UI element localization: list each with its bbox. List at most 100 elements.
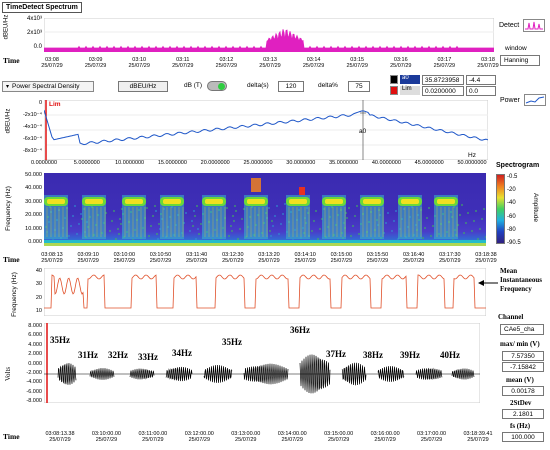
hz-label: 34Hz xyxy=(172,348,192,358)
mean-label: mean (V) xyxy=(506,376,534,384)
hz-label: 36Hz xyxy=(290,325,310,335)
colorbar xyxy=(496,174,505,244)
y-tick: 50.000 xyxy=(25,172,42,178)
app-title: TimeDetect Spectrum xyxy=(2,2,82,13)
psd-x-tick: 10.0000000 xyxy=(115,160,145,166)
fs-label: fs (Hz) xyxy=(510,422,531,430)
a0-swatch[interactable] xyxy=(390,75,398,84)
psd-x-tick: 45.0000000 xyxy=(414,160,444,166)
psd-x-tick: 35.0000000 xyxy=(329,160,359,166)
psd-x-tick: 20.0000000 xyxy=(200,160,230,166)
tick-date: 25/07/29 xyxy=(172,63,194,69)
tick-time: 03:15 xyxy=(350,57,365,63)
y-tick: 6.000 xyxy=(28,332,42,339)
tick-date: 25/07/29 xyxy=(302,63,325,69)
tick-date: 25/07/29 xyxy=(84,63,107,69)
tick-date: 25/07/29 xyxy=(235,437,257,443)
channel-select[interactable]: CAe5_cha xyxy=(500,324,544,335)
y-tick: 40.000 xyxy=(25,185,42,192)
tick-date: 25/07/29 xyxy=(467,437,489,443)
channel-label: Channel xyxy=(498,313,524,321)
db-toggle[interactable] xyxy=(207,81,227,91)
tick-time: 03:10:00 xyxy=(113,252,136,258)
spectrogram-ylabel: Frequency (Hz) xyxy=(4,186,12,231)
psd-selector[interactable]: ▾ Power Spectral Density xyxy=(2,81,94,92)
lim-cursor-button[interactable]: Lim xyxy=(400,86,420,95)
time-tick: 03:18:38 25/07/29 xyxy=(468,252,504,264)
tick-date: 25/07/29 xyxy=(185,258,208,264)
tick-time: 03:12:00.00 xyxy=(184,431,214,437)
time-tick: 03:11 25/07/29 xyxy=(165,57,201,69)
colorbar-tick: -20 xyxy=(507,187,516,194)
tick-time: 03:11 xyxy=(176,57,190,63)
tick-time: 03:11:40 xyxy=(186,252,208,258)
tick-date: 25/07/29 xyxy=(222,258,244,264)
deltas-input[interactable]: 120 xyxy=(278,81,304,92)
unit-display: dBEU/Hz xyxy=(118,81,168,92)
colorbar-tick: -60 xyxy=(507,213,516,220)
min-value: -7.15842 xyxy=(502,362,544,372)
tick-time: 03:09:10 xyxy=(77,252,99,258)
tick-time: 03:09 xyxy=(88,57,103,63)
lim-swatch[interactable] xyxy=(390,86,398,95)
tick-date: 25/07/29 xyxy=(259,63,281,69)
psd-x-tick: 50.0000000 xyxy=(457,160,487,166)
spectrogram-image xyxy=(44,173,486,246)
tick-time: 03:10 xyxy=(132,57,147,63)
tick-time: 03:14 xyxy=(306,57,321,63)
tick-date: 25/07/29 xyxy=(294,258,316,264)
y-tick: 8.000 xyxy=(28,323,42,329)
y-tick: 30 xyxy=(35,281,42,288)
y-tick: -8x10⁻⁴ xyxy=(22,148,42,154)
tick-date: 25/07/29 xyxy=(439,258,461,264)
a0-cursor-button[interactable]: a0 xyxy=(400,75,420,84)
tick-time: 03:10:50 xyxy=(149,252,172,258)
window-select[interactable]: Hanning xyxy=(500,55,540,66)
time-tick: 03:15:00 25/07/29 xyxy=(323,252,359,264)
tick-date: 25/07/29 xyxy=(128,63,150,69)
time-tick: 03:10:50 25/07/29 xyxy=(143,252,179,264)
tick-time: 03:17:30 xyxy=(439,252,461,258)
tick-time: 03:17:00.00 xyxy=(417,431,447,437)
y-tick: 2.000 xyxy=(28,351,42,358)
time-tick: 03:16:40 25/07/29 xyxy=(396,252,432,264)
y-tick: 30.000 xyxy=(25,198,42,205)
psd-plot xyxy=(44,100,488,160)
y-tick: 4.000 xyxy=(28,341,42,348)
y-tick: -2x10⁻⁴ xyxy=(22,112,42,118)
detect-toggle[interactable] xyxy=(523,19,545,32)
time-tick: 03:17:00.00 25/07/29 xyxy=(414,431,450,443)
y-tick: -8.000 xyxy=(26,398,42,404)
time-tick: 03:14:10 25/07/29 xyxy=(287,252,323,264)
deltapct-input[interactable]: 75 xyxy=(348,81,370,92)
hz-label: 39Hz xyxy=(400,350,420,360)
hz-label: 40Hz xyxy=(440,350,460,360)
tick-date: 25/07/29 xyxy=(327,437,350,443)
y-tick: 20 xyxy=(35,294,42,301)
time-tick: 03:17:30 25/07/29 xyxy=(432,252,468,264)
y-tick: 10.000 xyxy=(25,225,42,232)
mean-value: 0.00178 xyxy=(502,386,544,396)
power-legend-swatch[interactable] xyxy=(524,94,546,106)
tick-date: 25/07/29 xyxy=(49,437,71,443)
time-tick: 03:10 25/07/29 xyxy=(121,57,157,69)
tick-date: 25/07/29 xyxy=(477,63,499,69)
y-tick: -2.000 xyxy=(26,369,42,376)
tick-date: 25/07/29 xyxy=(433,63,456,69)
time-tick: 03:12:30 25/07/29 xyxy=(215,252,251,264)
tick-date: 25/07/29 xyxy=(346,63,368,69)
psd-label: Power Spectral Density xyxy=(12,83,80,90)
tick-date: 25/07/29 xyxy=(402,258,425,264)
tick-date: 25/07/29 xyxy=(390,63,412,69)
tick-time: 03:14:00.00 xyxy=(277,431,307,437)
psd-x-tick: 25.0000000 xyxy=(243,160,273,166)
max-value: 7.57350 xyxy=(502,351,544,361)
tick-time: 03:08:13 xyxy=(41,252,63,258)
annotation-arrow xyxy=(478,280,498,286)
top-ytick: 4x10³ xyxy=(26,16,42,22)
cursor-v2-value: 0.0 xyxy=(466,86,496,96)
tick-date: 25/07/29 xyxy=(215,63,238,69)
tick-time: 03:18:39.41 xyxy=(463,431,493,437)
top-plot-ylabel: dBEU/Hz xyxy=(3,14,10,40)
time-tick: 03:18 25/07/29 xyxy=(470,57,506,69)
